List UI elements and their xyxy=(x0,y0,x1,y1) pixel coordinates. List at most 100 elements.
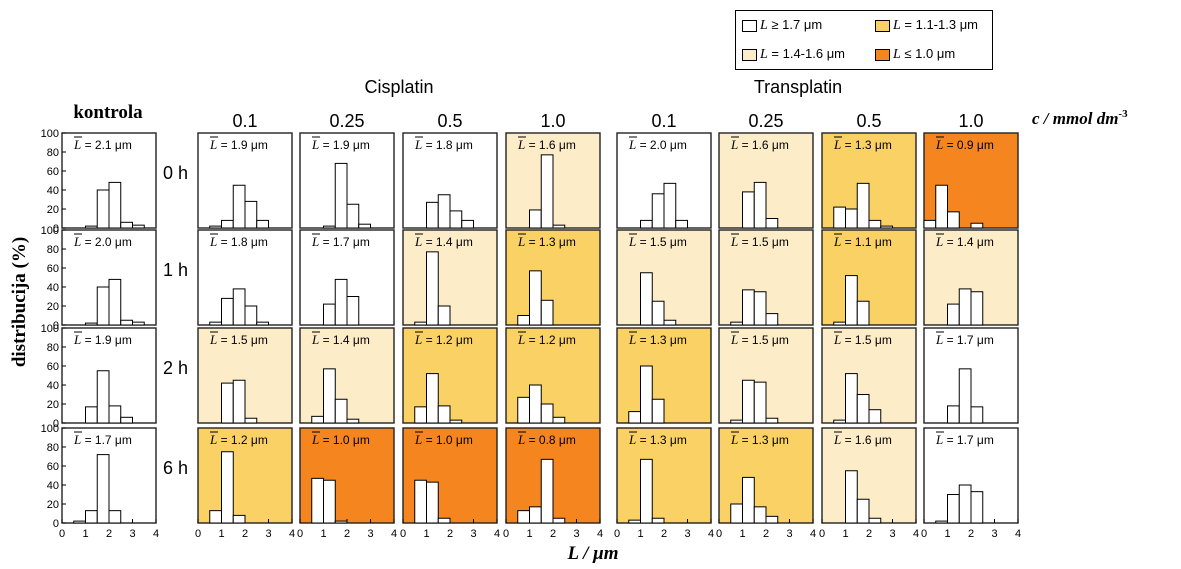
panel-r0-c4-bar-4 xyxy=(663,182,677,229)
panel-r0-c7-bar-4 xyxy=(970,222,984,229)
panel-r2-c3-bar-3 xyxy=(540,403,554,424)
panel-r0-c4-mean-var: L xyxy=(628,137,636,152)
panel-r0-c6-bar-3 xyxy=(856,182,870,229)
x-tick-label-7-3: 3 xyxy=(889,528,895,540)
panel-r0-c5-mean-label: L = 1.6 μm xyxy=(730,137,789,152)
panel-r0-c6-bar-5 xyxy=(880,225,893,229)
panel-r0-c6-bar-2 xyxy=(845,208,858,229)
legend-label-3: L = 1.4-1.6 μm xyxy=(760,46,846,62)
x-tick-label-2-2: 2 xyxy=(344,528,350,540)
panel-r1-c6-mean-var: L xyxy=(833,234,841,249)
x-tick-label-5-2: 2 xyxy=(661,528,667,540)
legend-label-1: L ≥ 1.7 μm xyxy=(760,17,823,33)
panel-r2-c6-mean-label: L = 1.5 μm xyxy=(833,332,892,347)
panel-r1-c2-mean-value: = 1.4 μm xyxy=(422,235,473,249)
panel-r1-c7-bar-2 xyxy=(947,303,960,326)
panel-r2-c2-bar-3 xyxy=(437,405,451,424)
panel-r1-c5-bar-1 xyxy=(730,321,743,326)
panel-r3-c1-bar-3 xyxy=(334,520,348,524)
control-r1-mean-label: L = 2.0 μm xyxy=(73,234,132,249)
legend-swatch-4 xyxy=(875,48,890,61)
x-tick-label-6-0: 0 xyxy=(716,528,722,540)
x-tick-label-3-3: 3 xyxy=(470,528,476,540)
panel-r2-c3-bar-1 xyxy=(517,396,530,424)
panel-r0-c1-bar-3 xyxy=(334,162,348,229)
concentration-header-3: 1.0 xyxy=(540,111,565,131)
legend-swatch-3 xyxy=(742,48,757,61)
panel-r3-c5-mean-var: L xyxy=(730,432,738,447)
panel-r0-c5-mean-var: L xyxy=(730,137,738,152)
x-tick-label-8-4: 4 xyxy=(1015,528,1021,540)
panel-r0-c6-mean-var: L xyxy=(833,137,841,152)
x-tick-label-4-2: 2 xyxy=(550,528,556,540)
x-tick-label-7-4: 4 xyxy=(913,528,919,540)
panel-r1-c6-mean-label: L = 1.1 μm xyxy=(833,234,892,249)
control-r2-mean-label: L = 1.9 μm xyxy=(73,332,132,347)
panel-r0-c1-mean-var: L xyxy=(311,137,319,152)
legend-label-4: L ≤ 1.0 μm xyxy=(893,46,956,62)
panel-r2-c7-mean-label: L = 1.7 μm xyxy=(935,332,994,347)
panel-r3-c6-bar-2 xyxy=(845,470,858,524)
panel-r1-c7-bar-3 xyxy=(958,288,972,326)
conc-unit-text: c / mmol dm xyxy=(1032,109,1118,128)
concentration-header-0: 0.1 xyxy=(232,111,257,131)
x-tick-label-1-1: 1 xyxy=(218,528,224,540)
panel-r1-c1-mean-var: L xyxy=(311,234,319,249)
x-tick-label-1-0: 0 xyxy=(195,528,201,540)
control-r1-bar-5 xyxy=(120,319,133,326)
control-r0-mean-label: L = 2.1 μm xyxy=(73,137,132,152)
panel-r3-c1-bar-2 xyxy=(323,479,336,524)
concentration-header-4: 0.1 xyxy=(651,111,676,131)
control-r3-mean-var: L xyxy=(73,432,81,447)
legend-label-2: L = 1.1-1.3 μm xyxy=(893,17,979,33)
x-tick-label-0-4: 4 xyxy=(153,528,159,540)
panel-r1-c1-bar-2 xyxy=(323,303,336,326)
panel-r0-c0-mean-var: L xyxy=(209,137,217,152)
panel-r2-c6-bar-4 xyxy=(868,409,882,424)
panel-r3-c7-bar-4 xyxy=(970,491,984,524)
panel-r3-c5-bar-2 xyxy=(742,476,755,524)
panel-r2-c1-bar-1 xyxy=(311,415,324,424)
control-r0-mean-value: = 2.1 μm xyxy=(81,138,132,152)
panel-r2-c3-bar-2 xyxy=(529,384,542,424)
panel-r3-c7-bar-1 xyxy=(935,520,948,524)
panel-r2-c7-bar-4 xyxy=(970,406,984,424)
panel-r0-c3-mean-var: L xyxy=(517,137,525,152)
panel-r1-c3-bar-2 xyxy=(529,270,542,326)
panel-r2-c5-mean-label: L = 1.5 μm xyxy=(730,332,789,347)
panel-r0-c5-bar-4 xyxy=(765,218,779,229)
panel-r2-c0-mean-var: L xyxy=(209,332,217,347)
panel-r3-c2-bar-1 xyxy=(414,479,427,524)
panel-r0-c7-bar-2 xyxy=(947,211,960,229)
x-tick-label-4-4: 4 xyxy=(597,528,603,540)
panel-r3-c0-mean-label: L = 1.2 μm xyxy=(209,432,268,447)
panel-r2-c5-bar-1 xyxy=(730,419,743,424)
concentration-header-5: 0.25 xyxy=(748,111,783,131)
time-label-0: 0 h xyxy=(163,163,188,183)
control-r0-bar-4 xyxy=(108,181,122,229)
panel-r0-c4-mean-value: = 2.0 μm xyxy=(636,138,687,152)
panel-r1-c6-bar-1 xyxy=(833,321,846,326)
panel-r2-c0-bar-4 xyxy=(244,417,258,424)
panel-r2-c1-mean-label: L = 1.4 μm xyxy=(311,332,370,347)
panel-r0-c2-mean-var: L xyxy=(414,137,422,152)
panel-r2-c0-bar-2 xyxy=(221,382,234,424)
panel-r0-c7-bar-0 xyxy=(923,219,937,229)
panel-r3-c4-mean-label: L = 1.3 μm xyxy=(628,432,687,447)
panel-r1-c5-mean-var: L xyxy=(730,234,738,249)
panel-r3-c0-frame xyxy=(197,427,293,524)
panel-r0-c3-mean-value: = 1.6 μm xyxy=(525,138,576,152)
panel-r3-c6-mean-value: = 1.6 μm xyxy=(841,433,892,447)
control-r3-mean-value: = 1.7 μm xyxy=(81,433,132,447)
panel-r0-c7-mean-label: L = 0.9 μm xyxy=(935,137,994,152)
control-r0-bar-2 xyxy=(85,225,98,229)
panel-r1-c0-mean-label: L = 1.8 μm xyxy=(209,234,268,249)
panel-r3-c0-bar-1 xyxy=(209,510,222,524)
x-tick-label-6-3: 3 xyxy=(786,528,792,540)
panel-r2-c7-mean-value: = 1.7 μm xyxy=(943,333,994,347)
x-tick-label-1-2: 2 xyxy=(242,528,248,540)
panel-r2-c4-bar-3 xyxy=(651,398,665,424)
panel-r1-c0-bar-2 xyxy=(221,297,234,326)
panel-r2-c3-bar-4 xyxy=(552,416,566,424)
y-tick-label-r3-3: 60 xyxy=(47,461,59,473)
